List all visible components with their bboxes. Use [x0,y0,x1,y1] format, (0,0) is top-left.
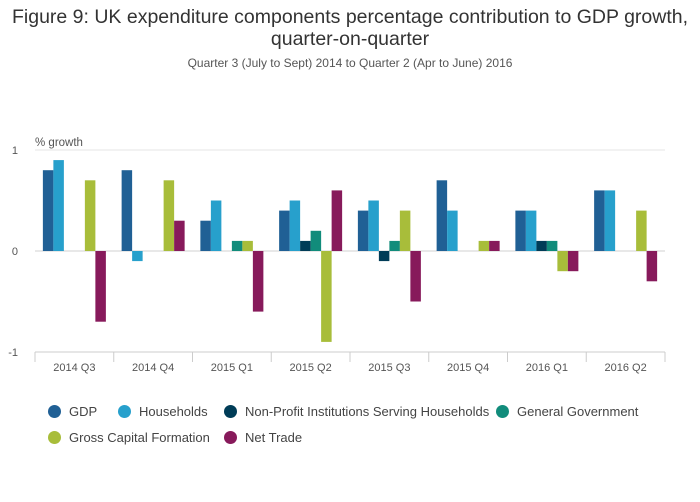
chart-subtitle: Quarter 3 (July to Sept) 2014 to Quarter… [187,56,513,70]
legend-label: General Government [517,404,639,419]
bar-households [447,210,458,251]
bar-general-government [310,230,322,251]
bar-households [210,200,222,251]
x-tick-label: 2015 Q1 [211,362,253,374]
bar-net-trade [174,220,185,251]
x-tick-label: 2016 Q2 [605,362,647,374]
y-tick-label: 0 [12,246,18,258]
x-tick-label: 2014 Q3 [53,362,95,374]
legend-swatch [496,405,509,418]
y-axis-label: % growth [35,137,83,149]
y-tick-label: -1 [8,347,18,359]
bar-gross-capital-formation [84,180,96,251]
x-tick-label: 2015 Q4 [447,362,489,374]
bar-households [289,200,301,251]
bar-households [53,160,64,251]
chart-title: Figure 9: UK expenditure components perc… [11,6,689,50]
legend-swatch [224,405,237,418]
legend-swatch [224,431,237,444]
bar-gdp [594,190,605,251]
legend-swatch [48,405,61,418]
bar-gdp [436,180,448,251]
bar-chart: 1 0 -1 % growth 2014 Q3 2014 Q4 2015 Q1 2015 Q2… [8,137,666,374]
bar-general-government [546,240,558,251]
legend-label: Net Trade [245,430,303,445]
bar-gross-capital-formation [557,251,568,272]
bar-non-profit-institutions-serving-households [378,251,390,262]
x-tick-label: 2015 Q3 [368,362,410,374]
x-tick-label: 2016 Q1 [526,362,568,374]
bar-gross-capital-formation [478,240,490,251]
bar-households [368,200,379,251]
legend-item: Non-Profit Institutions Serving Househol… [224,404,489,419]
bar-general-government [389,240,400,251]
bar-gdp [200,220,211,251]
legend-swatch [118,405,131,418]
x-tick-label: 2015 Q2 [290,362,332,374]
legend-item: GDP [48,404,97,419]
bar-households [525,210,537,251]
y-tick-label: 1 [12,145,18,157]
bar-gross-capital-formation [399,210,411,251]
bar-net-trade [567,251,579,272]
bar-gdp [357,210,369,251]
bar-gdp [121,170,133,251]
legend-item: General Government [496,404,638,419]
legend-item: Gross Capital Formation [48,430,210,445]
bar-net-trade [489,240,500,251]
bar-gross-capital-formation [321,251,332,342]
legend-label: Households [139,404,208,419]
bar-net-trade [646,251,658,282]
legend-label: GDP [69,404,98,419]
legend-item: Households [118,404,208,419]
x-tick-label: 2014 Q4 [132,362,174,374]
legend-label: Non-Profit Institutions Serving Househol… [245,404,490,419]
bar-households [604,190,616,251]
bar-non-profit-institutions-serving-households [300,240,311,251]
bar-net-trade [331,190,343,251]
legend-item: Net Trade [224,430,302,445]
bar-gross-capital-formation [242,240,253,251]
bar-non-profit-institutions-serving-households [536,240,547,251]
bar-gdp [515,210,526,251]
bar-net-trade [252,251,264,312]
legend-swatch [48,431,61,444]
bar-gdp [42,170,54,251]
bar-net-trade [410,251,421,302]
bar-gdp [279,210,290,251]
bar-gross-capital-formation [636,210,647,251]
bar-gross-capital-formation [163,180,175,251]
bar-net-trade [95,251,106,322]
legend-label: Gross Capital Formation [69,430,210,445]
bar-general-government [231,240,243,251]
bar-households [132,251,143,262]
